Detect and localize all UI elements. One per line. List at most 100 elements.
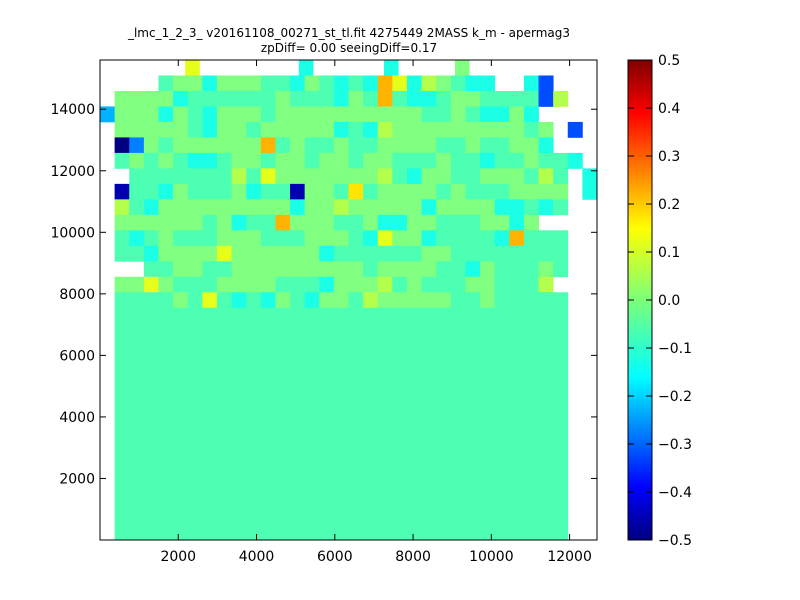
heatmap-cell xyxy=(158,75,174,92)
heatmap-cell xyxy=(494,354,510,371)
heatmap-cell xyxy=(465,509,481,525)
heatmap-cell xyxy=(260,199,276,216)
heatmap-cell xyxy=(290,168,306,185)
heatmap-cell xyxy=(333,509,349,525)
heatmap-cell xyxy=(290,416,306,433)
heatmap-cell xyxy=(509,137,525,154)
colorbar-tick-label: 0.4 xyxy=(658,101,680,117)
heatmap-cell xyxy=(187,478,203,494)
heatmap-cell xyxy=(202,447,218,463)
heatmap-cell xyxy=(246,106,262,123)
heatmap-cell xyxy=(494,462,510,479)
heatmap-cell xyxy=(246,292,262,309)
heatmap-cell xyxy=(216,292,232,309)
heatmap-cell xyxy=(523,106,539,123)
heatmap-cell xyxy=(275,168,291,185)
heatmap-cell xyxy=(421,245,437,262)
heatmap-cell xyxy=(436,276,452,293)
heatmap-cell xyxy=(553,369,569,386)
heatmap-cell xyxy=(421,90,437,107)
heatmap-cell xyxy=(304,338,320,355)
heatmap-cell xyxy=(363,276,379,293)
heatmap-cell xyxy=(216,276,232,293)
colorbar-tick-label: 0.5 xyxy=(658,53,680,69)
heatmap-cell xyxy=(450,137,466,154)
heatmap-cell xyxy=(377,199,393,216)
heatmap-cell xyxy=(348,121,364,138)
heatmap-cell xyxy=(319,121,335,138)
heatmap-cell xyxy=(480,121,496,138)
heatmap-cell xyxy=(114,230,130,247)
heatmap-cell xyxy=(523,245,539,262)
heatmap-cell xyxy=(173,524,189,541)
heatmap-cell xyxy=(319,245,335,262)
heatmap-cell xyxy=(392,385,408,402)
heatmap-cell xyxy=(363,90,379,107)
heatmap-cell xyxy=(538,199,554,216)
heatmap-cell xyxy=(421,338,437,355)
heatmap-cell xyxy=(216,493,232,510)
colorbar-tick-label: −0.3 xyxy=(658,437,692,453)
heatmap-cell xyxy=(450,462,466,479)
heatmap-cell xyxy=(202,214,218,231)
heatmap-cell xyxy=(363,400,379,417)
heatmap-cell xyxy=(348,447,364,463)
heatmap-cell xyxy=(455,60,470,76)
heatmap-cell xyxy=(187,106,203,123)
heatmap-cell xyxy=(158,354,174,371)
heatmap-cell xyxy=(290,199,306,216)
heatmap-cell xyxy=(319,478,335,494)
heatmap-cell xyxy=(377,385,393,402)
heatmap-cell xyxy=(348,183,364,200)
heatmap-cell xyxy=(231,152,247,169)
heatmap-cell xyxy=(187,292,203,309)
heatmap-cell xyxy=(129,400,145,417)
heatmap-cell xyxy=(553,292,569,309)
heatmap-cell xyxy=(275,292,291,309)
heatmap-cell xyxy=(114,354,130,371)
heatmap-cell xyxy=(260,137,276,154)
plot-frame xyxy=(99,59,598,541)
heatmap-cell xyxy=(465,416,481,433)
heatmap-cell xyxy=(319,385,335,402)
heatmap-cell xyxy=(538,230,554,247)
heatmap-cell xyxy=(333,524,349,541)
heatmap-cell xyxy=(392,75,408,92)
heatmap-cell xyxy=(333,354,349,371)
heatmap-cell xyxy=(450,509,466,525)
heatmap-cell xyxy=(421,447,437,463)
heatmap-cell xyxy=(523,183,539,200)
heatmap-cell xyxy=(553,183,569,200)
heatmap-cell xyxy=(406,106,422,123)
heatmap-cell xyxy=(553,478,569,494)
heatmap-cell xyxy=(348,261,364,278)
heatmap-cell xyxy=(143,354,159,371)
heatmap-cell xyxy=(465,75,481,92)
heatmap-cell xyxy=(173,416,189,433)
heatmap-cell xyxy=(319,292,335,309)
chart-subtitle: zpDiff= 0.00 seeingDiff=0.17 xyxy=(261,41,437,55)
heatmap-cell xyxy=(202,152,218,169)
heatmap-cell xyxy=(143,106,159,123)
heatmap-cell xyxy=(129,230,145,247)
heatmap-cell xyxy=(333,493,349,510)
heatmap-cell xyxy=(158,230,174,247)
heatmap-cell xyxy=(319,524,335,541)
heatmap-cell xyxy=(187,416,203,433)
heatmap-cell xyxy=(333,261,349,278)
heatmap-cell xyxy=(216,230,232,247)
heatmap-cell xyxy=(377,214,393,231)
heatmap-cell xyxy=(480,199,496,216)
heatmap-cell xyxy=(231,137,247,154)
heatmap-cell xyxy=(523,214,539,231)
heatmap-plot xyxy=(99,59,598,541)
heatmap-cell xyxy=(275,447,291,463)
heatmap-cell xyxy=(202,354,218,371)
heatmap-cell xyxy=(333,230,349,247)
heatmap-cell xyxy=(436,307,452,324)
heatmap-cell xyxy=(494,168,510,185)
heatmap-cell xyxy=(319,183,335,200)
heatmap-cell xyxy=(173,462,189,479)
heatmap-cell xyxy=(231,261,247,278)
heatmap-cell xyxy=(465,447,481,463)
